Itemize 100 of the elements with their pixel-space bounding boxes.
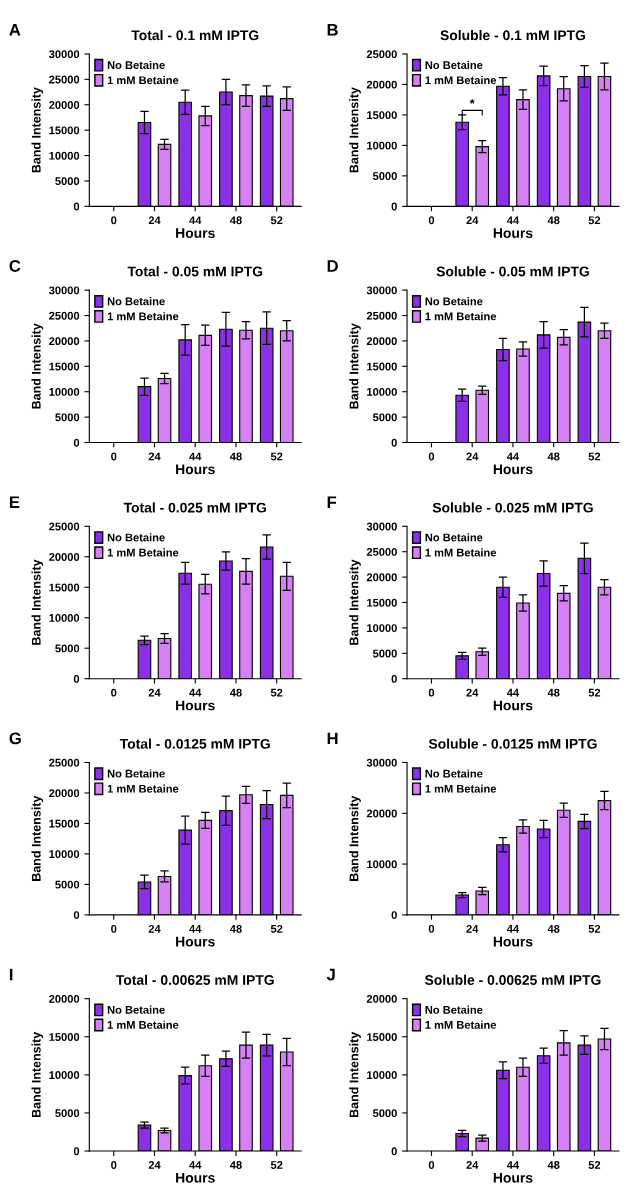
x-tick-label: 44: [189, 1161, 202, 1169]
y-tick-label: 30000: [366, 522, 397, 531]
legend-label: No Betaine: [425, 297, 483, 306]
y-tick-label: 15000: [49, 126, 80, 135]
y-tick-label: 10000: [367, 1071, 397, 1079]
text: B: [327, 24, 338, 36]
y-tick-label: 5000: [55, 880, 80, 889]
x-tick-label: 24: [148, 1161, 161, 1169]
y-tick-label: 10000: [367, 860, 397, 869]
legend-label: 1 mM Betaine: [425, 75, 497, 85]
x-tick-label: 52: [270, 452, 283, 461]
chart-title: Soluble - 0.00625 mM IPTG: [424, 974, 601, 985]
y-tick-label: 5000: [55, 177, 80, 186]
legend-label: No Betaine: [107, 60, 165, 70]
x-tick-label: 44: [506, 1161, 520, 1169]
y-tick-label: 15000: [49, 819, 80, 828]
chart-title: Soluble - 0.0125 mM IPTG: [428, 738, 597, 749]
y-tick-label: 30000: [366, 286, 397, 295]
y-tick-label: 15000: [49, 362, 80, 371]
y-tick-label: 20000: [366, 573, 397, 582]
legend-label: No Betaine: [425, 533, 483, 542]
y-tick-label: 0: [391, 674, 397, 683]
x-axis-title: Hours: [493, 1173, 533, 1183]
x-tick-label: 44: [506, 688, 520, 697]
x-tick-label: 24: [466, 688, 479, 697]
y-tick-label: 0: [73, 438, 80, 447]
x-tick-label: 52: [588, 688, 601, 697]
y-tick-label: 10000: [49, 151, 80, 160]
y-tick-label: 10000: [49, 387, 80, 396]
y-tick-label: 0: [73, 911, 80, 919]
y-tick-label: 5000: [372, 172, 397, 180]
text: C: [9, 260, 21, 272]
y-tick-label: 10000: [49, 614, 80, 622]
x-axis-title: Hours: [176, 936, 215, 947]
chart-title: Soluble - 0.1 mM IPTG: [440, 30, 586, 41]
y-tick-label: 15000: [49, 1033, 80, 1041]
x-tick-label: 48: [229, 1161, 242, 1169]
y-tick-label: 5000: [372, 649, 397, 658]
y-tick-label: 0: [391, 438, 397, 447]
y-tick-label: 30000: [48, 50, 80, 59]
legend-label: No Betaine: [107, 1005, 165, 1014]
x-axis-title: Hours: [493, 228, 533, 238]
x-tick-label: 44: [189, 452, 202, 461]
x-tick-label: 0: [111, 452, 117, 461]
chart-title: Total - 0.025 mM IPTG: [123, 502, 267, 513]
y-tick-label: 15000: [367, 598, 397, 607]
x-tick-label: 24: [148, 452, 161, 461]
legend-label: 1 mM Betaine: [107, 1020, 179, 1029]
text: D: [327, 260, 338, 272]
y-tick-label: 20000: [366, 337, 397, 346]
x-tick-label: 48: [229, 452, 242, 461]
y-tick-label: 25000: [49, 522, 80, 531]
legend-label: 1 mM Betaine: [107, 784, 179, 793]
annotation: *: [469, 99, 475, 104]
y-axis-title: Band Intensity: [349, 795, 361, 881]
chart-title: Soluble - 0.025 mM IPTG: [432, 502, 593, 513]
y-tick-label: 0: [391, 911, 397, 919]
x-tick-label: 48: [229, 924, 242, 933]
text: E: [9, 496, 20, 508]
y-tick-label: 10000: [367, 624, 397, 633]
y-tick-label: 15000: [49, 583, 80, 592]
y-tick-label: 20000: [49, 553, 80, 561]
x-tick-label: 24: [148, 688, 161, 697]
legend-label: 1 mM Betaine: [425, 312, 497, 321]
x-tick-label: 48: [547, 924, 560, 933]
y-axis-title: Band Intensity: [349, 559, 361, 645]
y-tick-label: 15000: [367, 1033, 397, 1041]
y-tick-label: 0: [391, 1147, 397, 1156]
x-tick-label: 24: [466, 216, 479, 225]
y-tick-label: 0: [73, 674, 80, 683]
x-tick-label: 48: [547, 688, 560, 697]
y-tick-label: 5000: [55, 644, 80, 653]
y-tick-label: 10000: [367, 141, 397, 150]
x-axis-title: Hours: [176, 464, 215, 475]
chart-title: Total - 0.05 mM IPTG: [127, 266, 263, 277]
x-tick-label: 48: [547, 1161, 560, 1169]
y-tick-label: 30000: [366, 758, 397, 767]
y-axis-title: Band Intensity: [31, 323, 44, 409]
x-tick-label: 52: [588, 216, 601, 225]
y-tick-label: 10000: [367, 387, 397, 396]
x-axis-title: Hours: [493, 936, 533, 947]
x-tick-label: 0: [111, 924, 117, 933]
y-axis-title: Band Intensity: [31, 559, 44, 645]
y-axis-title: Band Intensity: [349, 1031, 361, 1118]
y-tick-label: 25000: [49, 311, 80, 320]
y-tick-label: 0: [73, 202, 80, 211]
x-tick-label: 0: [428, 216, 435, 225]
y-tick-label: 20000: [49, 101, 80, 109]
legend-label: No Betaine: [425, 60, 483, 70]
x-tick-label: 0: [111, 216, 117, 225]
y-tick-label: 10000: [49, 1071, 80, 1079]
y-axis-title: Band Intensity: [349, 323, 361, 409]
y-tick-label: 25000: [49, 75, 80, 84]
y-axis-title: Band Intensity: [31, 1031, 44, 1118]
x-tick-label: 44: [189, 688, 202, 697]
y-tick-label: 25000: [49, 758, 80, 767]
text: H: [327, 732, 338, 745]
legend-label: No Betaine: [107, 533, 165, 542]
x-tick-label: 44: [189, 924, 202, 933]
y-tick-label: 10000: [49, 850, 80, 859]
